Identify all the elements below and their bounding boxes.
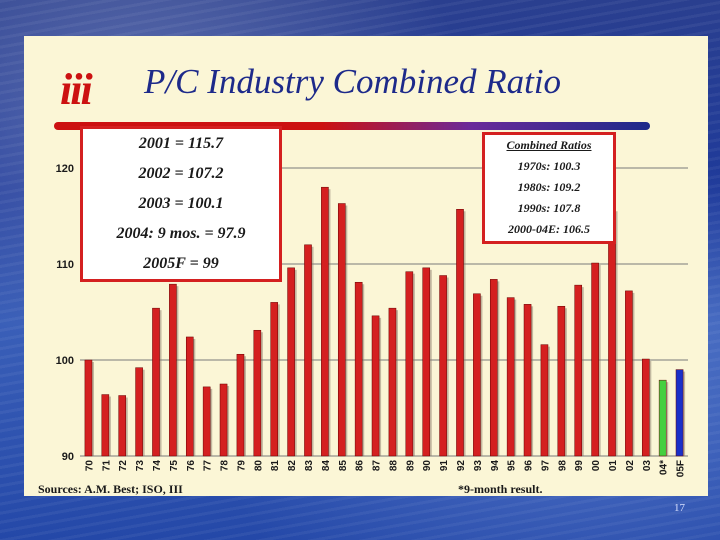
x-tick-label: 00: [591, 460, 602, 472]
x-tick-label: 89: [405, 460, 416, 472]
annual-value-2001: 2001 = 115.7: [138, 135, 224, 152]
bar-03: [641, 358, 650, 457]
x-tick-label: 73: [135, 460, 146, 472]
bar-75: [169, 283, 177, 457]
bar-95: [506, 297, 515, 457]
x-tick-label: 79: [236, 460, 247, 472]
bar-02: [625, 290, 633, 457]
title-underline-bar: [54, 122, 650, 130]
x-tick-label: 83: [304, 460, 315, 472]
x-tick-label: 94: [490, 460, 501, 472]
annual-value-2003: 2003 = 100.1: [138, 195, 224, 212]
x-tick-label: 75: [169, 460, 180, 472]
bar-86: [354, 281, 363, 457]
bar-04-star: [658, 379, 667, 457]
x-tick-label: 03: [642, 460, 653, 472]
bar-84: [321, 186, 329, 457]
y-tick-label: 90: [62, 451, 74, 463]
x-tick-label: 01: [608, 460, 619, 472]
decade-averages-header: Combined Ratios: [506, 138, 592, 152]
bar-97: [540, 344, 549, 457]
bar-78: [219, 383, 228, 457]
bar-88: [388, 307, 397, 457]
chart-panel: iii P/C Industry Combined Ratio 90 100 110…: [24, 36, 708, 496]
bar-92: [456, 209, 464, 457]
x-tick-label: 82: [287, 460, 298, 472]
x-tick-label: 87: [372, 460, 383, 472]
bar-94: [489, 279, 498, 457]
y-tick-label: 100: [56, 355, 74, 367]
bar-70: [84, 359, 93, 457]
y-tick-label: 120: [56, 163, 74, 175]
bar-72: [118, 395, 127, 457]
decade-average-1990s: 1990s: 107.8: [517, 201, 581, 215]
bar-76: [185, 336, 194, 457]
bar-chart: 90 100 110 120 70 71 72 73 74 75 76 77 78 79 80 81 82 83 8…: [56, 163, 688, 477]
bar-99: [574, 284, 583, 457]
x-tick-label: 91: [439, 460, 450, 472]
x-tick-label: 71: [101, 460, 112, 472]
x-tick-label: 98: [557, 460, 568, 472]
x-tick-label: 76: [186, 460, 197, 472]
page-number: 17: [674, 502, 685, 514]
bar-98: [557, 305, 566, 457]
x-tick-label: 97: [540, 460, 551, 472]
x-tick-label: 81: [270, 460, 281, 472]
bar-73: [135, 367, 143, 457]
x-tick-label: 77: [203, 460, 214, 472]
decade-average-1970s: 1970s: 100.3: [517, 159, 581, 173]
bar-01: [608, 209, 616, 457]
x-tick-label: 84: [321, 460, 332, 472]
footnote: *9-month result.: [458, 482, 543, 496]
bar-85: [337, 203, 346, 457]
annual-value-2002: 2002 = 107.2: [138, 165, 224, 182]
x-tick-label: 88: [388, 460, 399, 472]
bar-79: [236, 353, 245, 457]
bar-77: [202, 386, 211, 457]
bar-96: [523, 304, 532, 457]
bar-71: [101, 394, 110, 457]
x-tick-label: 96: [524, 460, 535, 472]
decade-average-2000s: 2000-04E: 106.5: [508, 222, 590, 236]
annual-value-2005f: 2005F = 99: [143, 255, 219, 272]
decade-average-1980s: 1980s: 109.2: [517, 180, 581, 194]
annual-values-box: 2001 = 115.7 2002 = 107.2 2003 = 100.1 2…: [80, 126, 282, 282]
x-tick-label: 70: [84, 460, 95, 472]
y-tick-label: 110: [56, 259, 74, 271]
bar-80: [253, 329, 262, 457]
decade-averages-box: Combined Ratios 1970s: 100.3 1980s: 109.…: [482, 132, 616, 244]
chart-title: P/C Industry Combined Ratio: [144, 62, 562, 101]
x-tick-label: 72: [118, 460, 129, 472]
x-tick-label: 74: [152, 460, 163, 472]
x-tick-label: 86: [355, 460, 366, 472]
x-tick-label: 78: [220, 460, 231, 472]
bar-83: [304, 244, 312, 457]
iii-logo: iii: [60, 65, 93, 114]
x-tick-label: 90: [422, 460, 433, 472]
bar-93: [473, 293, 481, 457]
sources-note: Sources: A.M. Best; ISO, III: [38, 482, 183, 496]
x-tick-label: 02: [625, 460, 636, 472]
x-tick-label: 04*: [659, 460, 670, 475]
bar-91: [439, 275, 447, 457]
x-tick-label: 05F: [676, 460, 687, 477]
x-tick-label: 95: [507, 460, 518, 472]
x-tick-label: 99: [574, 460, 585, 472]
x-tick-label: 92: [456, 460, 467, 472]
bar-74: [152, 307, 160, 457]
bar-89: [405, 271, 414, 457]
x-tick-label: 80: [253, 460, 264, 472]
bar-00: [591, 262, 599, 457]
bar-05F: [675, 369, 684, 457]
bar-82: [287, 267, 295, 457]
annual-value-2004: 2004: 9 mos. = 97.9: [116, 225, 246, 242]
x-tick-label: 85: [338, 460, 349, 472]
bar-87: [371, 315, 380, 457]
x-tick-label: 93: [473, 460, 484, 472]
bar-81: [270, 302, 279, 457]
bar-90: [422, 267, 431, 457]
